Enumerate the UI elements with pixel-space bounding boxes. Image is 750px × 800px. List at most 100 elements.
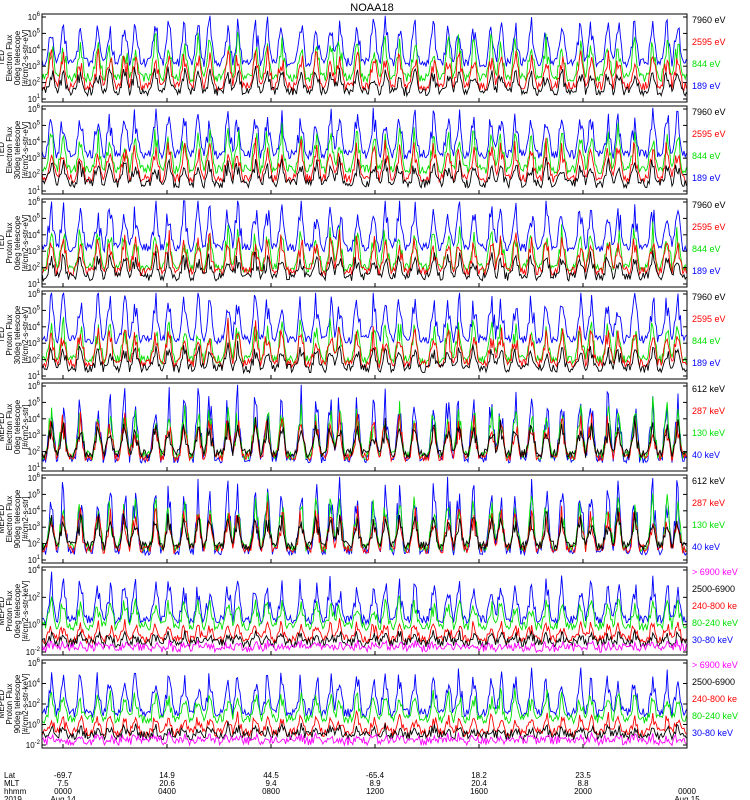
- panel-8-series-black: [42, 721, 687, 741]
- panel-7: 10-2 100 102 104 MEPEDProton Flux0deg telesc…: [0, 565, 738, 657]
- ytick-label: 102: [28, 539, 41, 549]
- panel-6-frame: [41, 474, 688, 564]
- legend-entry: 844 eV: [692, 59, 721, 69]
- ytick-label: 10-2: [26, 647, 41, 657]
- xtick-label: 0000: [678, 787, 696, 796]
- legend-entry: 30-80 keV: [692, 728, 733, 738]
- panel-8-series: [42, 667, 687, 747]
- xtick-label: 0800: [262, 787, 280, 796]
- panel-6-series-blue: [42, 476, 687, 557]
- panel-7-series-red: [42, 618, 687, 645]
- ytick-label: 106: [28, 197, 41, 207]
- legend-entry: 287 keV: [692, 406, 725, 416]
- panel-3-series: [42, 200, 687, 283]
- ytick-label: 101: [28, 186, 41, 196]
- ytick-label: 103: [28, 61, 41, 71]
- ytick-label: 103: [28, 430, 41, 440]
- xtick-label: 7.5: [57, 779, 69, 788]
- x-row-label: MLT: [4, 779, 20, 788]
- ytick-label: 104: [28, 679, 41, 689]
- xtick-label: 0400: [158, 787, 176, 796]
- panel-5-series: [42, 384, 687, 464]
- legend-entry: 2595 eV: [692, 129, 726, 139]
- x-row-label: 2019: [4, 795, 22, 800]
- panel-2-ylabel: TEDElectron Flux30deg telescope[#/cm2-s-…: [0, 120, 30, 179]
- legend-entry: 40 keV: [692, 542, 720, 552]
- panel-8-series-magenta: [42, 730, 687, 747]
- xtick-label: 18.2: [471, 771, 487, 780]
- ytick-label: 102: [28, 355, 41, 365]
- x-row-label: Lat: [4, 771, 16, 780]
- ytick-label: 106: [28, 104, 41, 114]
- panel-2-series-black: [42, 156, 687, 190]
- ytick-label: 105: [28, 489, 41, 499]
- legend-entry: 2595 eV: [692, 37, 726, 47]
- legend-entry: 2500-6900: [692, 584, 735, 594]
- panel-2-series-blue: [42, 107, 687, 161]
- legend-entry: 844 eV: [692, 244, 721, 254]
- panel-1-series: [42, 15, 687, 98]
- panel-5-ylabel: MEPEDElectron Flux0deg telescope[#/cm2-s…: [0, 399, 30, 454]
- xtick-label: -65.4: [366, 771, 385, 780]
- xtick-label: 44.5: [263, 771, 279, 780]
- panel-4-frame: [41, 290, 688, 380]
- ytick-label: 102: [28, 699, 41, 709]
- panel-3-ylabel: TEDProton Flux0deg telescope[#/cm2-s-str…: [0, 215, 30, 272]
- ytick-label: 104: [28, 506, 41, 516]
- panel-3-frame: [41, 198, 688, 288]
- panel-7-series-magenta: [42, 639, 687, 654]
- legend-entry: 2595 eV: [692, 314, 726, 324]
- xtick-label: Aug 14: [50, 795, 76, 800]
- panel-2-series-red: [42, 137, 687, 185]
- panel-3-series-red: [42, 229, 687, 278]
- ytick-label: 102: [28, 447, 41, 457]
- legend-entry: 2595 eV: [692, 222, 726, 232]
- xtick-label: 14.9: [159, 771, 175, 780]
- xtick-label: 8.8: [577, 779, 589, 788]
- panel-4-series: [42, 292, 687, 375]
- panel-5-frame: [41, 382, 688, 472]
- panel-1-ylabel: TEDElectron Flux0deg telescope[#/cm2-s-s…: [0, 30, 30, 87]
- legend-entry: 240-800 ke: [692, 694, 737, 704]
- panel-4-ylabel: TEDProton Flux30deg telescope[#/cm2-s-st…: [0, 305, 30, 364]
- ytick-label: 101: [28, 463, 41, 473]
- legend-entry: 130 keV: [692, 428, 725, 438]
- panel-3-series-black: [42, 250, 687, 283]
- panel-6: 101 102 103 104 105 106 MEPEDElectron Flux90de…: [0, 473, 725, 565]
- ytick-label: 101: [28, 555, 41, 565]
- panel-6-series-red: [42, 501, 687, 555]
- ytick-label: 106: [28, 473, 41, 483]
- ytick-label: 103: [28, 522, 41, 532]
- xtick-label: 0000: [54, 787, 72, 796]
- ytick-label: 105: [28, 28, 41, 38]
- panel-5: 101 102 103 104 105 106 MEPEDElectron Flux0deg…: [0, 381, 725, 473]
- ytick-label: 106: [28, 658, 41, 668]
- ytick-label: 10-2: [26, 740, 41, 750]
- legend-entry: 240-800 ke: [692, 601, 737, 611]
- ytick-label: 103: [28, 153, 41, 163]
- panel-3: 101 102 103 104 105 106 TEDProton Flux0deg tel…: [0, 197, 726, 289]
- ytick-label: 106: [28, 381, 41, 391]
- ytick-label: 104: [28, 414, 41, 424]
- ytick-label: 104: [28, 45, 41, 55]
- panel-7-frame: [41, 566, 688, 656]
- ytick-label: 106: [28, 12, 41, 22]
- panel-5-series-black: [42, 415, 687, 460]
- xtick-label: 20.6: [159, 779, 175, 788]
- panel-7-series-blue: [42, 571, 687, 626]
- xtick-label: 1200: [366, 787, 384, 796]
- ytick-label: 101: [28, 371, 41, 381]
- ytick-label: 102: [28, 592, 41, 602]
- ytick-label: 104: [28, 230, 41, 240]
- ytick-label: 100: [28, 720, 41, 730]
- xtick-label: 2000: [574, 787, 592, 796]
- legend-entry: 40 keV: [692, 450, 720, 460]
- legend-entry: 80-240 keV: [692, 711, 738, 721]
- ytick-label: 104: [28, 565, 41, 575]
- ytick-label: 100: [28, 620, 41, 630]
- ytick-label: 103: [28, 338, 41, 348]
- ytick-label: 102: [28, 263, 41, 273]
- xtick-label: 1600: [470, 787, 488, 796]
- panel-7-series: [42, 571, 687, 654]
